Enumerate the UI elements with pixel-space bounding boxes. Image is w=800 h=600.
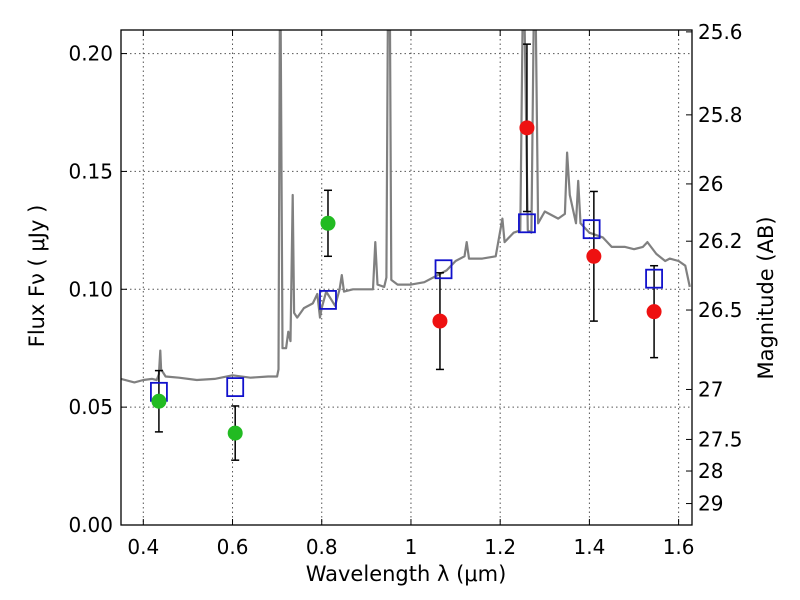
y-tick-label: 0.10 [68,277,113,301]
y-tick-label: 0.15 [68,159,113,183]
y-tick-label: 0.00 [68,513,113,537]
spectrum-layer [121,30,691,384]
x-tick-label: 1.2 [484,535,516,559]
model-point [319,289,337,310]
spectrum-line [121,30,691,384]
x-tick-label: 0.6 [217,535,249,559]
x-tick-label: 0.8 [306,535,338,559]
y-right-tick-label: 27.5 [698,427,743,451]
x-tick-label: 1.6 [663,535,695,559]
model-point [645,268,663,289]
observed-optical-point [151,393,167,409]
y-tick-label: 0.05 [68,395,113,419]
x-axis-label: Wavelength λ (μm) [306,562,507,586]
observed-infrared-point [519,120,535,136]
axis-ticks: 0.4 0.6 0.8 1 1.2 1.4 1.6 0.00 0.05 0.10 0.15 0.20 2… [68,20,742,559]
model-photometry-markers [150,213,663,402]
x-tick-label: 0.4 [127,535,159,559]
y-right-tick-label: 26.5 [698,298,743,322]
observed-optical-point [320,215,336,231]
y-tick-label: 0.20 [68,42,113,66]
grid-lines [121,30,692,526]
observed-infrared-point [646,304,662,320]
y-axis-label: Flux Fν ( μJy ) [25,205,49,348]
y-right-tick-label: 29 [698,492,723,516]
plot-frame [120,29,693,526]
y-right-tick-label: 27 [698,377,723,401]
model-point [226,377,245,398]
observed-infrared-point [432,313,448,329]
model-point [582,219,601,240]
y-right-tick-label: 25.6 [698,20,743,44]
model-point [518,213,536,234]
y-right-tick-label: 25.8 [698,103,743,127]
observed-photometry-markers [151,120,662,441]
y-right-tick-label: 26 [698,172,723,196]
error-bars [154,43,659,461]
y-axis-right-label: Magnitude (AB) [754,216,778,379]
x-tick-label: 1.4 [573,535,605,559]
y-right-tick-label: 26.2 [698,229,743,253]
x-tick-label: 1 [405,535,418,559]
observed-optical-point [227,425,243,441]
model-point [434,259,453,280]
y-right-tick-label: 28 [698,459,723,483]
observed-infrared-point [586,248,602,264]
